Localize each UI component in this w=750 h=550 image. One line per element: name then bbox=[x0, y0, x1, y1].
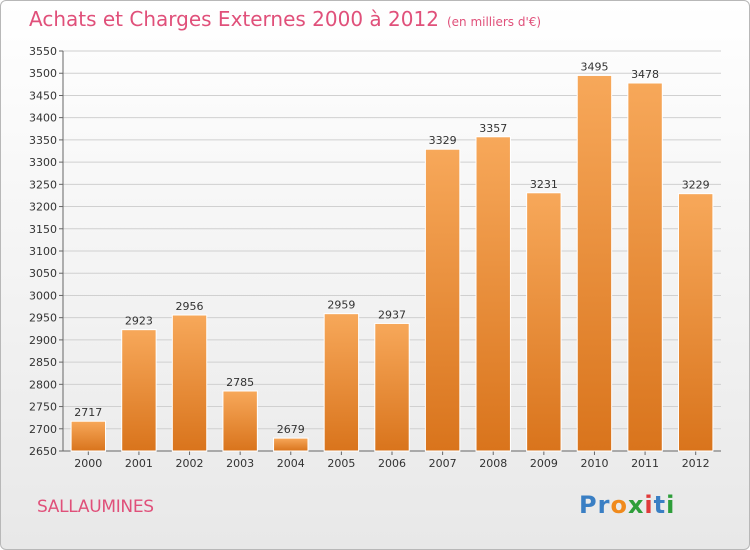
axes: 2650 2700 2750 2800 2850 2900 2950 3000 3050 3100… bbox=[29, 45, 721, 470]
x-tick-label-2005: 2005 bbox=[327, 457, 355, 470]
chart-title-text: Achats et Charges Externes 2000 à 2012 bbox=[29, 7, 439, 31]
logo-letter: i bbox=[644, 491, 654, 519]
y-tick-label: 2700 bbox=[29, 423, 57, 436]
y-tick-label: 3150 bbox=[29, 223, 57, 236]
x-tick-label-2008: 2008 bbox=[479, 457, 507, 470]
chart-title: Achats et Charges Externes 2000 à 2012 (e… bbox=[29, 7, 541, 31]
x-tick-label-2002: 2002 bbox=[176, 457, 204, 470]
data-label-2011: 3478 bbox=[631, 68, 659, 81]
proxiti-logo: Proxiti bbox=[579, 491, 675, 519]
y-tick-label: 2900 bbox=[29, 334, 57, 347]
y-tick-label: 3300 bbox=[29, 156, 57, 169]
y-tick-label: 3050 bbox=[29, 267, 57, 280]
bar-2009 bbox=[526, 192, 562, 452]
x-tick-label-2010: 2010 bbox=[580, 457, 608, 470]
logo-letter: P bbox=[579, 491, 598, 519]
y-tick-label: 2650 bbox=[29, 445, 57, 458]
city-name: SALLAUMINES bbox=[37, 497, 154, 517]
y-tick-label: 2850 bbox=[29, 356, 57, 369]
bar-2012 bbox=[677, 193, 714, 452]
bars bbox=[70, 74, 714, 452]
data-label-2004: 2679 bbox=[277, 423, 305, 436]
data-label-2002: 2956 bbox=[176, 300, 204, 313]
x-tick-label-2007: 2007 bbox=[429, 457, 457, 470]
logo-letter: x bbox=[627, 491, 645, 519]
bar-2003 bbox=[222, 390, 258, 452]
bar-2010 bbox=[576, 74, 613, 452]
chart-unit: (en milliers d'€) bbox=[446, 15, 542, 29]
bar-2004 bbox=[273, 437, 309, 452]
x-tick-label-2001: 2001 bbox=[125, 457, 153, 470]
y-tick-label: 3250 bbox=[29, 178, 57, 191]
data-label-2008: 3357 bbox=[479, 122, 507, 135]
logo-letter: r bbox=[597, 491, 611, 519]
y-tick-label: 3400 bbox=[29, 112, 57, 125]
y-tick-label: 2750 bbox=[29, 401, 57, 414]
bar-2002 bbox=[171, 314, 208, 452]
logo-letter: t bbox=[653, 491, 667, 519]
bar-2000 bbox=[70, 420, 107, 452]
y-tick-label: 3550 bbox=[29, 45, 57, 58]
y-tick-label: 2800 bbox=[29, 378, 57, 391]
y-tick-label: 3100 bbox=[29, 245, 57, 258]
x-tick-label-2006: 2006 bbox=[378, 457, 406, 470]
y-tick-label: 3500 bbox=[29, 67, 57, 80]
data-label-2012: 3229 bbox=[682, 179, 710, 192]
x-tick-label-2004: 2004 bbox=[277, 457, 305, 470]
x-tick-label-2000: 2000 bbox=[74, 457, 102, 470]
y-tick-label: 3000 bbox=[29, 289, 57, 302]
y-tick-label: 2950 bbox=[29, 312, 57, 325]
x-tick-label-2012: 2012 bbox=[682, 457, 710, 470]
bar-2008 bbox=[475, 136, 511, 452]
data-label-2007: 3329 bbox=[429, 134, 457, 147]
data-label-2009: 3231 bbox=[530, 178, 558, 191]
bar-2007 bbox=[424, 148, 461, 452]
data-label-2003: 2785 bbox=[226, 376, 254, 389]
data-label-2010: 3495 bbox=[580, 60, 608, 73]
x-tick-label-2003: 2003 bbox=[226, 457, 254, 470]
bar-2006 bbox=[374, 322, 410, 452]
logo-letter: i bbox=[666, 491, 676, 519]
labels: 2717 2923 2956 2785 2679 2959 2937 3329 3357 3231… bbox=[74, 60, 709, 436]
x-tick-label-2009: 2009 bbox=[530, 457, 558, 470]
bar-2005 bbox=[323, 313, 360, 452]
bar-2001 bbox=[121, 329, 157, 452]
data-label-2001: 2923 bbox=[125, 315, 153, 328]
bar-2011 bbox=[627, 82, 663, 452]
y-tick-label: 3200 bbox=[29, 201, 57, 214]
y-tick-label: 3350 bbox=[29, 134, 57, 147]
data-label-2000: 2717 bbox=[74, 406, 102, 419]
data-label-2006: 2937 bbox=[378, 308, 406, 321]
x-tick-label-2011: 2011 bbox=[631, 457, 659, 470]
logo-letter: o bbox=[610, 491, 628, 519]
y-tick-label: 3450 bbox=[29, 89, 57, 102]
data-label-2005: 2959 bbox=[327, 299, 355, 312]
